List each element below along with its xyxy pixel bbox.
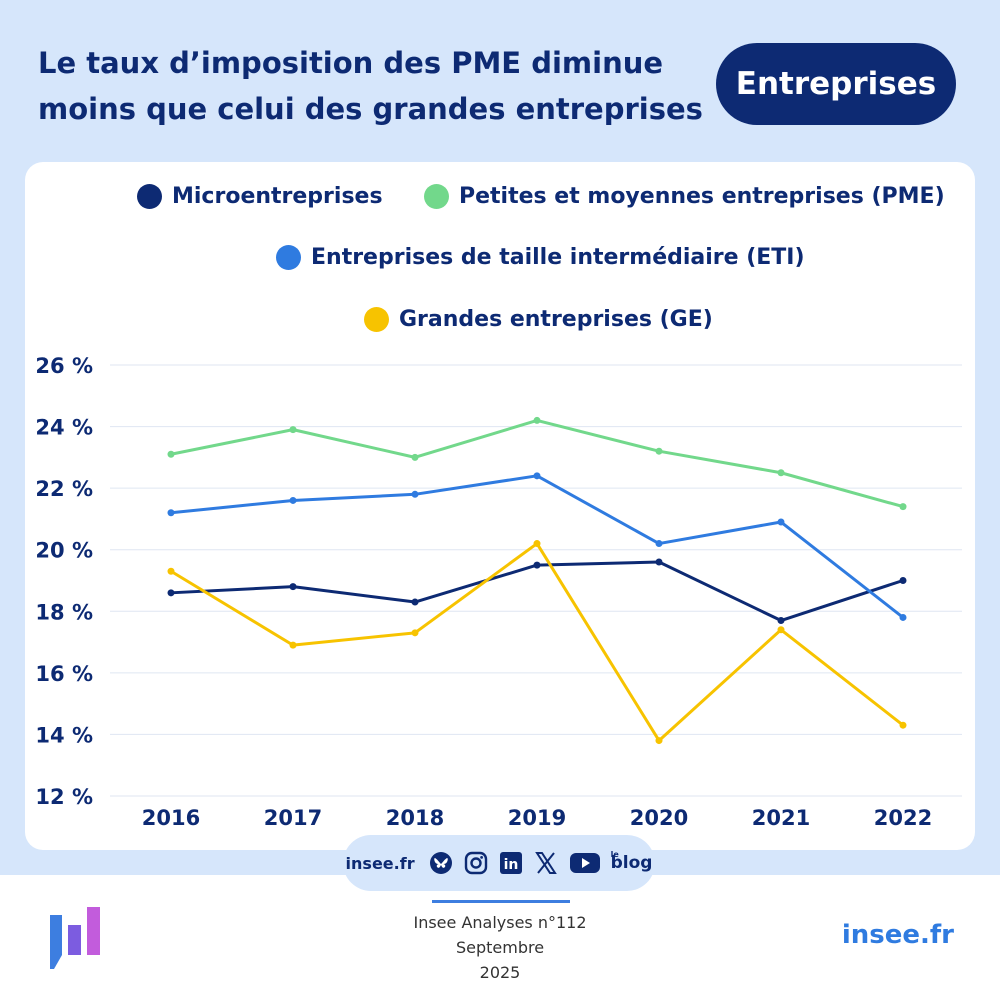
- data-point-s3-4: [655, 737, 663, 745]
- chart-card: [25, 162, 975, 850]
- publication-reference: Insee Analyses n°112 Septembre 2025: [380, 910, 620, 985]
- data-point-s2-3: [533, 472, 541, 480]
- publication-month: Septembre: [455, 938, 545, 957]
- data-point-s3-1: [289, 641, 297, 649]
- data-point-s3-6: [899, 721, 907, 729]
- y-tick-label: 24 %: [35, 416, 93, 440]
- social-links-bar: insee.fr in le blog: [343, 835, 655, 891]
- data-point-s0-6: [899, 577, 907, 584]
- publication-series: Insee Analyses n°112: [413, 913, 587, 932]
- legend-dot-ge: [364, 307, 389, 332]
- legend-label-micro: Microentreprises: [172, 184, 383, 209]
- series-line-1: [170, 418, 904, 509]
- legend-item-micro: Microentreprises: [137, 184, 383, 209]
- instagram-icon[interactable]: [463, 850, 489, 876]
- publication-year: 2025: [479, 963, 521, 982]
- insee-logo-icon: [50, 907, 100, 969]
- x-tick-label: 2020: [630, 806, 688, 830]
- data-point-s3-2: [411, 629, 419, 637]
- data-point-s0-0: [167, 589, 175, 597]
- data-point-s2-4: [655, 540, 663, 548]
- blog-icon[interactable]: le blog: [611, 850, 653, 876]
- data-point-s1-5: [777, 469, 785, 477]
- data-point-s0-3: [533, 561, 541, 569]
- data-point-s1-6: [899, 503, 907, 511]
- series-line-3: [170, 542, 904, 743]
- legend-item-pme: Petites et moyennes entreprises (PME): [424, 184, 945, 209]
- x-tick-label: 2021: [752, 806, 810, 830]
- footer-divider: [432, 900, 570, 903]
- y-tick-label: 12 %: [35, 785, 93, 809]
- legend-label-eti: Entreprises de taille intermédiaire (ETI…: [311, 245, 805, 270]
- y-tick-label: 14 %: [35, 723, 93, 747]
- data-point-s2-0: [167, 509, 175, 517]
- x-tick-label: 2018: [386, 806, 444, 830]
- y-tick-label: 22 %: [35, 477, 93, 501]
- data-point-s1-2: [411, 453, 419, 461]
- category-tag[interactable]: Entreprises: [716, 43, 956, 125]
- logo-bar-3: [87, 907, 100, 955]
- legend-dot-eti: [276, 245, 301, 270]
- x-tick-label: 2019: [508, 806, 566, 830]
- x-tick-label: 2016: [142, 806, 200, 830]
- data-point-s0-1: [289, 583, 297, 591]
- data-point-s0-2: [411, 598, 419, 606]
- legend-dot-micro: [137, 184, 162, 209]
- data-point-s1-1: [289, 426, 297, 434]
- data-point-s2-2: [411, 490, 419, 498]
- y-tick-label: 18 %: [35, 600, 93, 624]
- x-tick-label: 2017: [264, 806, 322, 830]
- data-point-s3-3: [533, 540, 541, 548]
- data-point-s0-4: [655, 558, 663, 566]
- title-line-2: moins que celui des grandes entreprises: [38, 92, 703, 126]
- svg-text:in: in: [503, 857, 518, 873]
- legend-item-ge: Grandes entreprises (GE): [364, 307, 713, 332]
- legend-dot-pme: [424, 184, 449, 209]
- blog-label: blog: [610, 853, 653, 873]
- legend-label-pme: Petites et moyennes entreprises (PME): [459, 184, 945, 209]
- data-point-s2-6: [899, 613, 907, 621]
- y-tick-label: 16 %: [35, 662, 93, 686]
- blog-small-label: le: [610, 850, 619, 859]
- title-line-1: Le taux d’imposition des PME diminue: [38, 46, 664, 80]
- bluesky-icon[interactable]: [428, 850, 454, 876]
- data-point-s1-0: [167, 450, 175, 458]
- data-point-s3-0: [167, 567, 175, 575]
- data-point-s2-5: [777, 518, 785, 526]
- data-point-s0-5: [777, 617, 785, 625]
- logo-bar-2: [68, 925, 81, 955]
- data-point-s3-5: [777, 626, 785, 634]
- youtube-icon[interactable]: [568, 850, 602, 876]
- y-tick-label: 20 %: [35, 539, 93, 563]
- data-point-s1-4: [655, 447, 663, 455]
- y-tick-label: 26 %: [35, 354, 93, 378]
- linkedin-icon[interactable]: in: [498, 850, 524, 876]
- logo-bar-1: [50, 915, 62, 969]
- legend-item-eti: Entreprises de taille intermédiaire (ETI…: [276, 245, 805, 270]
- data-point-s1-3: [533, 416, 541, 424]
- legend-label-ge: Grandes entreprises (GE): [399, 307, 713, 332]
- x-tick-label: 2022: [874, 806, 932, 830]
- page-title: Le taux d’imposition des PME diminue moi…: [38, 40, 703, 132]
- x-icon[interactable]: [533, 850, 559, 876]
- footer-site-link[interactable]: insee.fr: [841, 920, 954, 950]
- data-point-s2-1: [289, 496, 297, 504]
- social-site-link[interactable]: insee.fr: [345, 853, 415, 873]
